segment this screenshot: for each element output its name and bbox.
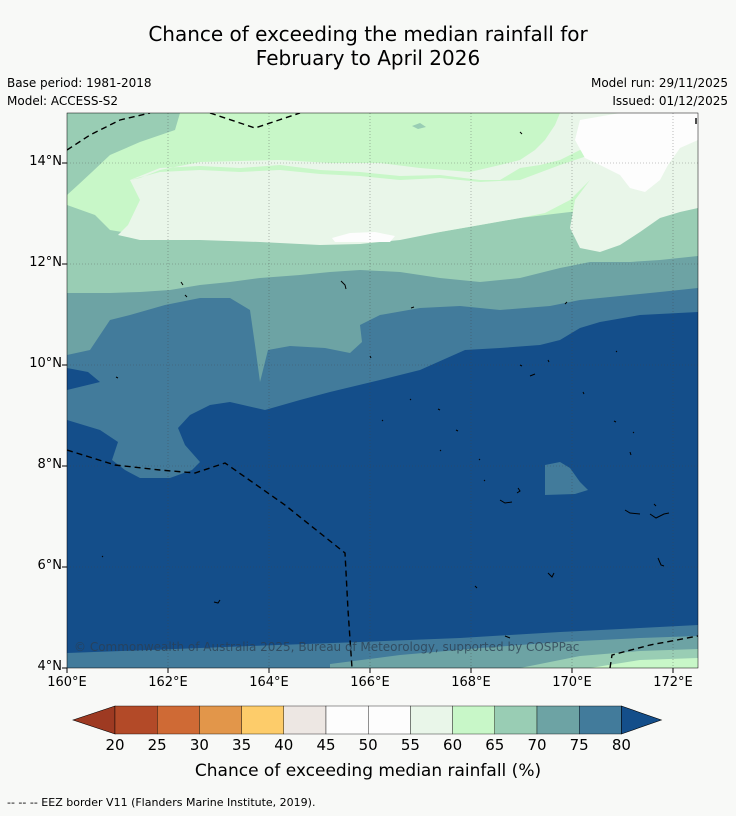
colorbar-label-55: 55 <box>400 736 420 754</box>
colorbar-swatch-8 <box>410 705 453 735</box>
colorbar-swatch-1 <box>114 705 158 735</box>
colorbar-extend-low <box>72 705 116 735</box>
y-label-12n: 12°N <box>29 255 62 270</box>
colorbar-label-70: 70 <box>527 736 547 754</box>
islands <box>101 131 670 639</box>
x-label-166e: 166°E <box>350 675 390 690</box>
gridlines <box>67 113 698 668</box>
x-label-172e: 172°E <box>653 675 693 690</box>
x-label-170e: 170°E <box>552 675 592 690</box>
issued-date: Issued: 01/12/2025 <box>612 94 728 108</box>
colorbar-swatch-9 <box>452 705 496 735</box>
colorbar-label-65: 65 <box>485 736 505 754</box>
colorbar-swatch-7 <box>368 705 411 735</box>
y-label-6n: 6°N <box>37 558 63 573</box>
colorbar-swatch-10 <box>494 705 538 735</box>
y-label-8n: 8°N <box>37 457 63 472</box>
map-frame <box>66 112 699 669</box>
colorbar-label-80: 80 <box>611 736 631 754</box>
colorbar-swatch-4 <box>241 705 285 735</box>
base-period: Base period: 1981-2018 <box>7 76 152 90</box>
region-50-55 <box>575 113 698 192</box>
colorbar-label-60: 60 <box>443 736 463 754</box>
y-label-10n: 10°N <box>29 356 62 371</box>
colorbar-swatch-3 <box>199 705 242 735</box>
eez-legend: -- -- -- EEZ border V11 (Flanders Marine… <box>7 796 316 809</box>
region-55-60-nw <box>67 113 180 195</box>
colorbar-label-35: 35 <box>232 736 252 754</box>
colorbar-extend-high <box>621 705 663 735</box>
colorbar-label-25: 25 <box>147 736 167 754</box>
colorbar-swatch-6 <box>325 705 369 735</box>
model-name: Model: ACCESS-S2 <box>7 94 119 108</box>
colorbar-label-75: 75 <box>569 736 589 754</box>
y-label-14n: 14°N <box>29 154 62 169</box>
meta-right: Model run: 29/11/2025 Issued: 01/12/2025 <box>591 74 728 110</box>
colorbar-label-20: 20 <box>105 736 125 754</box>
colorbar-swatch-5 <box>283 705 327 735</box>
region-50-55-small <box>332 232 395 242</box>
x-label-164e: 164°E <box>249 675 289 690</box>
y-label-4n: 4°N <box>37 659 63 674</box>
colorbar-label-30: 30 <box>189 736 209 754</box>
x-label-162e: 162°E <box>148 675 188 690</box>
title-line-1: Chance of exceeding the median rainfall … <box>148 22 588 46</box>
map-title: Chance of exceeding the median rainfall … <box>0 22 736 70</box>
meta-left: Base period: 1981-2018 Model: ACCESS-S2 <box>7 74 152 110</box>
title-line-2: February to April 2026 <box>255 46 481 70</box>
x-label-160e: 160°E <box>47 675 87 690</box>
rainfall-contours <box>67 113 698 668</box>
eez-borders <box>67 113 698 668</box>
colorbar-swatch-11 <box>536 705 580 735</box>
axis-ticks <box>62 162 674 673</box>
colorbar-swatch-2 <box>156 705 200 735</box>
colorbar-swatch-12 <box>579 705 622 735</box>
colorbar-label-50: 50 <box>358 736 378 754</box>
colorbar-label-40: 40 <box>274 736 294 754</box>
region-75-80-blob <box>545 462 588 495</box>
colorbar <box>72 705 663 735</box>
region-small-speck <box>412 123 426 129</box>
copyright-notice: © Commonwealth of Australia 2025, Bureau… <box>74 640 580 654</box>
region-60-65-south <box>590 658 698 668</box>
colorbar-label-45: 45 <box>316 736 336 754</box>
colorbar-title: Chance of exceeding median rainfall (%) <box>194 761 542 781</box>
region-55-60 <box>118 113 698 252</box>
model-run: Model run: 29/11/2025 <box>590 76 728 90</box>
x-label-168e: 168°E <box>451 675 491 690</box>
